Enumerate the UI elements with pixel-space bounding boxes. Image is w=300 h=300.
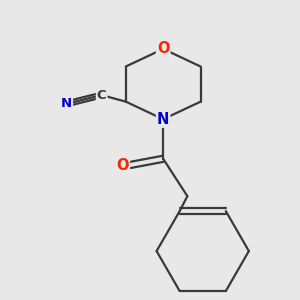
- Text: O: O: [157, 41, 169, 56]
- Text: N: N: [61, 98, 72, 110]
- Text: C: C: [97, 88, 106, 102]
- Text: O: O: [116, 158, 129, 173]
- Text: N: N: [157, 112, 169, 127]
